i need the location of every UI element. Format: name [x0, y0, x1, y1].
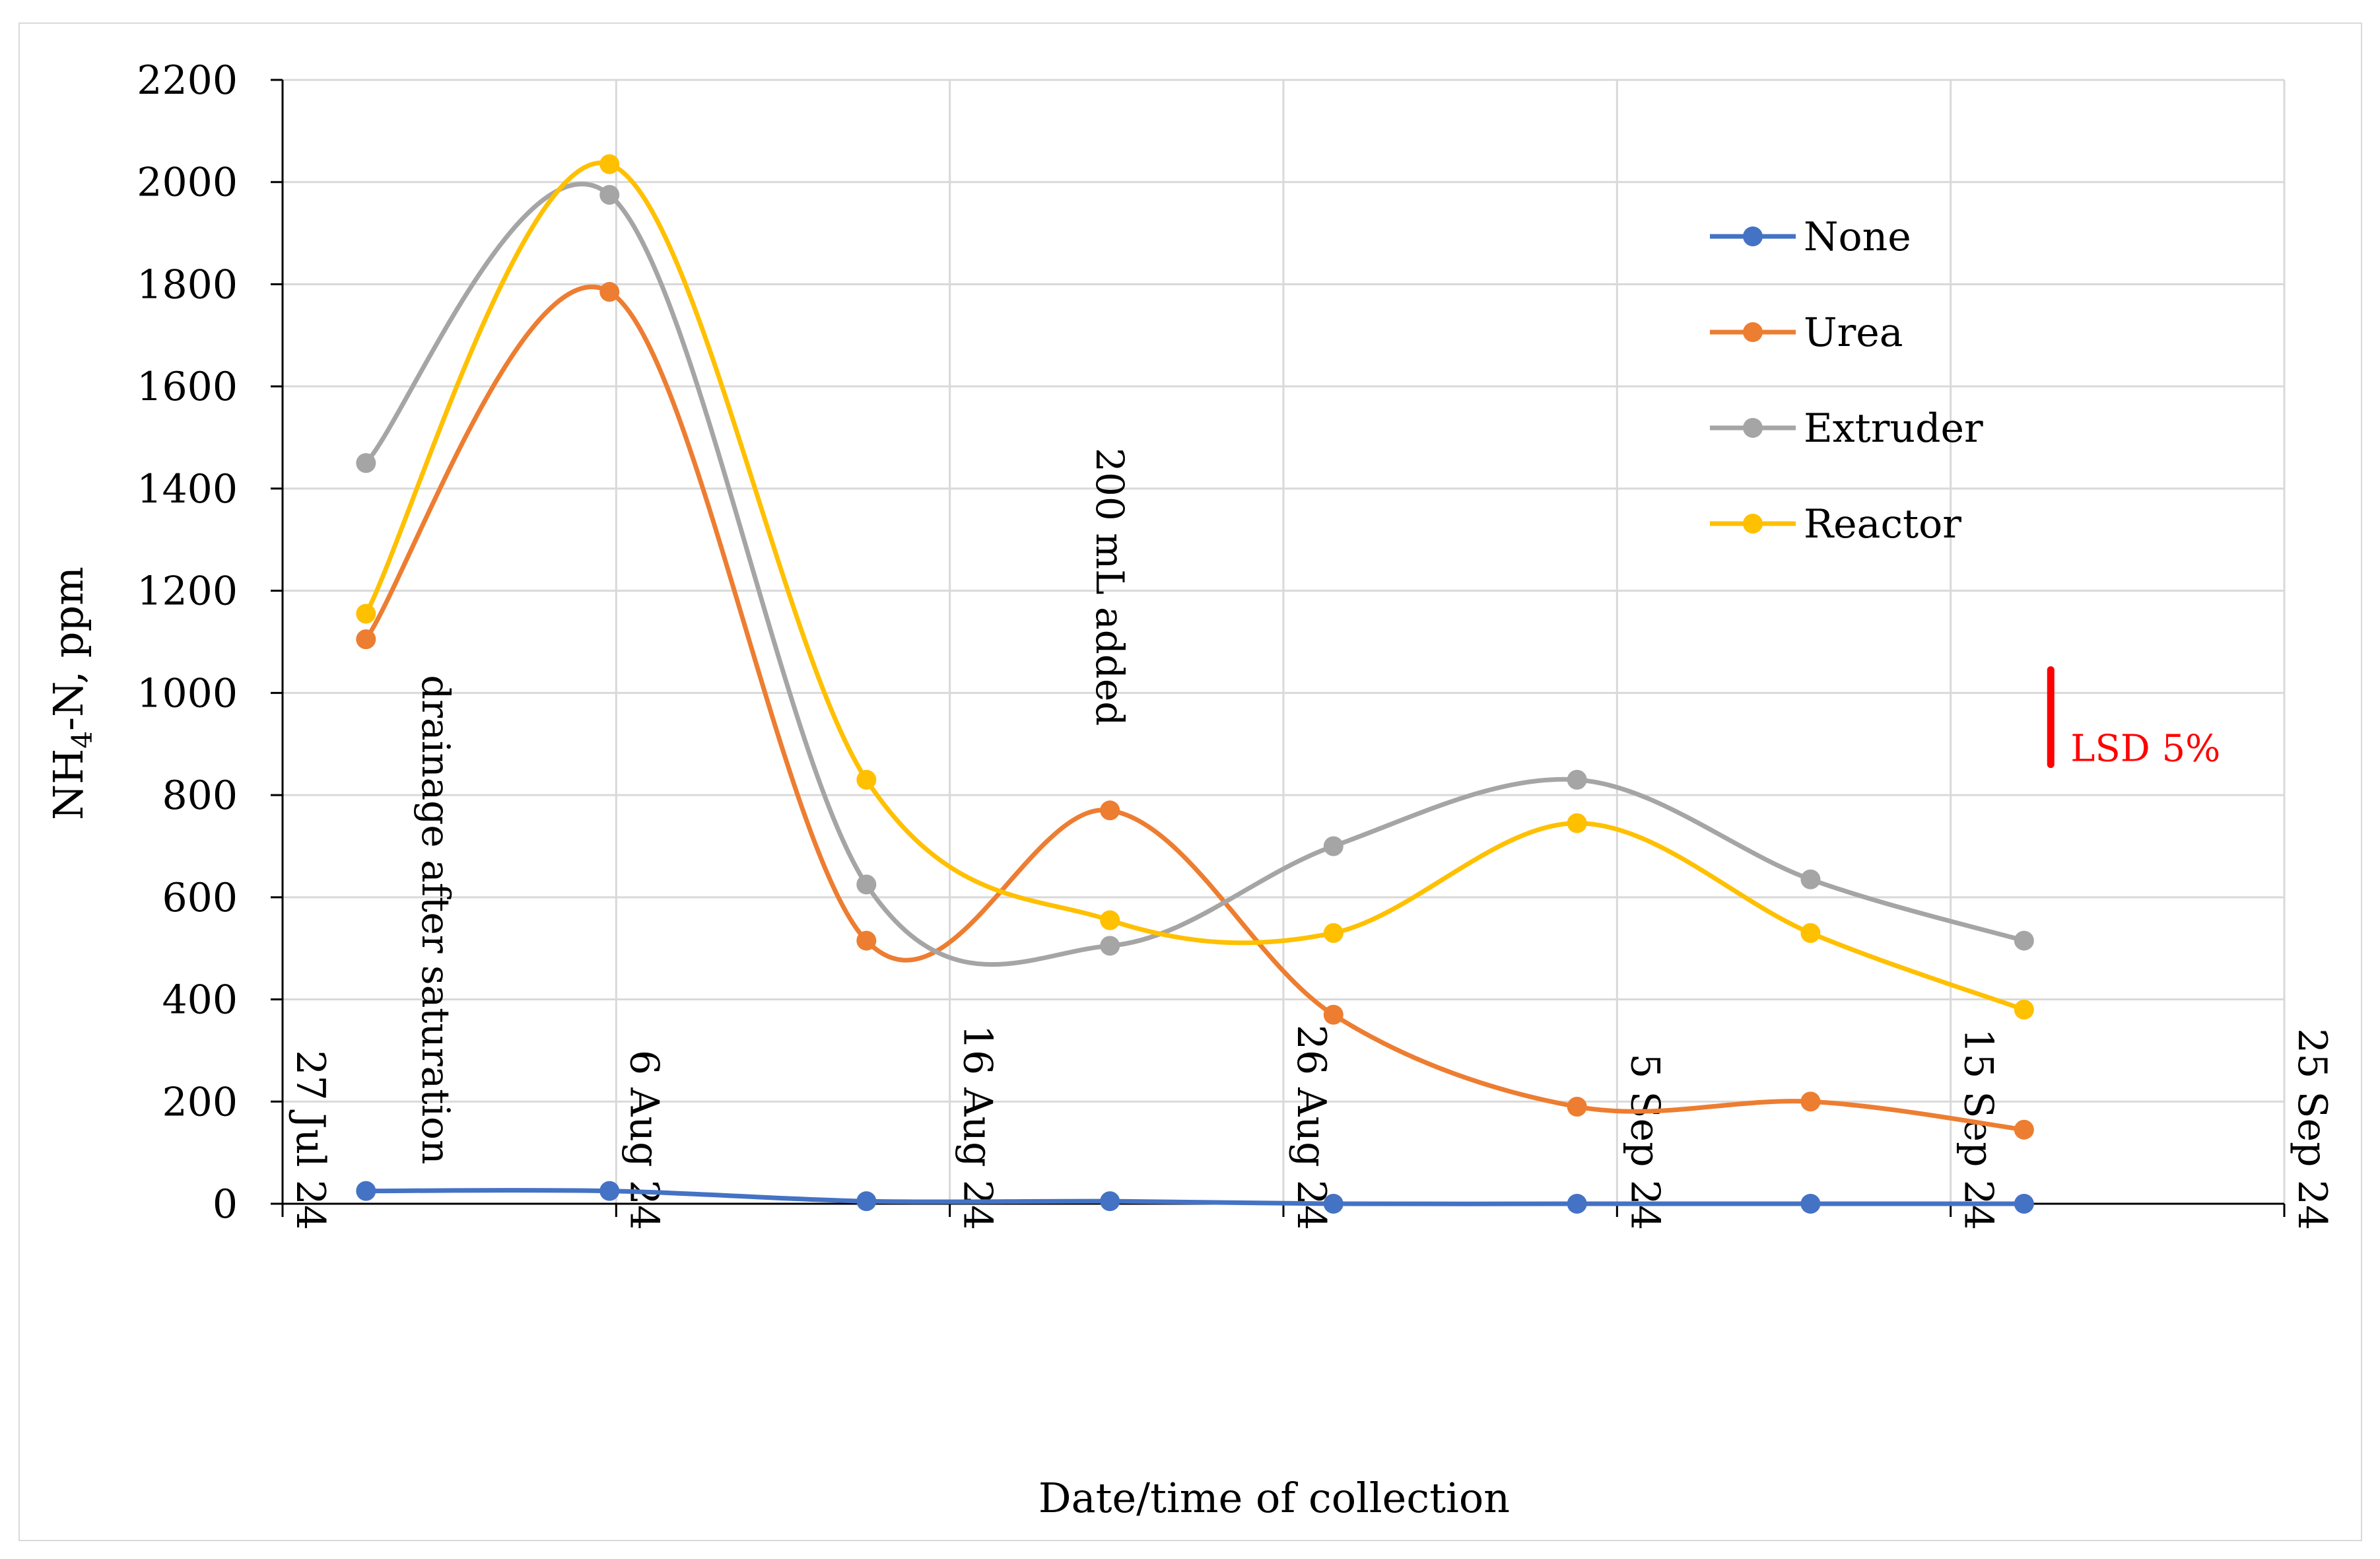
x-tick-label: 25 Sep 24: [2289, 1028, 2335, 1230]
y-tick-label: 1200: [137, 569, 238, 615]
y-tick-label: 1800: [137, 261, 238, 308]
data-point-extruder: [599, 185, 620, 205]
series-line-none: [363, 1188, 2027, 1206]
legend-item-urea: Urea: [1710, 310, 1903, 356]
legend-marker-urea: [1743, 322, 1763, 342]
data-point-extruder: [356, 453, 376, 473]
y-axis-title: NH4-N, ppm: [44, 567, 98, 820]
x-tick-label: 15 Sep 24: [1955, 1028, 2002, 1230]
data-point-extruder: [856, 874, 877, 895]
data-point-reactor: [1567, 813, 1587, 833]
lsd-label: LSD 5%: [2070, 728, 2220, 771]
series-urea: [356, 282, 2034, 1140]
legend-marker-none: [1743, 226, 1763, 246]
series-extruder: [356, 182, 2034, 967]
y-tick-label: 1600: [137, 364, 238, 410]
svg-text:NH4-N, ppm: NH4-N, ppm: [44, 567, 98, 820]
data-point-none: [2014, 1194, 2034, 1214]
data-point-reactor: [1323, 922, 1343, 943]
series-line-extruder: [363, 182, 2027, 967]
y-tick-label: 400: [162, 977, 238, 1023]
y-tick-label: 1000: [137, 670, 238, 716]
legend-item-reactor: Reactor: [1710, 501, 1961, 547]
series-reactor: [356, 154, 2034, 1020]
data-point-reactor: [856, 769, 877, 790]
y-tick-label: 1400: [137, 466, 238, 512]
data-point-extruder: [1567, 769, 1587, 790]
data-point-urea: [1323, 1004, 1343, 1025]
legend: None Urea Extruder Reactor: [1710, 214, 1983, 547]
chart-frame: [18, 22, 2362, 1541]
x-axis-title: Date/time of collection: [1038, 1474, 1510, 1522]
annotation-200ml: 200 mL added: [1087, 448, 1132, 726]
data-point-reactor: [356, 604, 376, 624]
data-point-reactor: [1800, 922, 1821, 943]
y-tick-label: 0: [213, 1181, 238, 1228]
data-point-none: [1800, 1194, 1821, 1214]
y-tick-label: 2000: [137, 160, 238, 206]
data-point-reactor: [1100, 910, 1120, 930]
data-point-none: [1323, 1194, 1343, 1214]
data-point-urea: [1800, 1091, 1821, 1112]
series-layer: [356, 154, 2034, 1214]
x-tick-label: 26 Aug 24: [1288, 1025, 1334, 1230]
data-point-extruder: [2014, 930, 2034, 951]
y-axis-title-sub: 4: [66, 731, 98, 749]
data-point-urea: [1100, 800, 1120, 821]
x-tick-label: 16 Aug 24: [955, 1025, 1001, 1230]
legend-marker-extruder: [1743, 418, 1763, 438]
annotation-layer: drainage after saturation 200 mL added LSD…: [413, 448, 2220, 1164]
data-point-urea: [599, 282, 620, 302]
legend-label-extruder: Extruder: [1804, 405, 1983, 452]
y-tick-label: 200: [162, 1079, 238, 1125]
data-point-urea: [2014, 1119, 2034, 1140]
y-axis-title-rest: -N, ppm: [44, 567, 92, 731]
data-point-urea: [356, 629, 376, 650]
legend-label-reactor: Reactor: [1804, 501, 1961, 547]
data-point-none: [356, 1181, 376, 1201]
legend-label-none: None: [1804, 214, 1911, 260]
series-line-urea: [363, 284, 2027, 1132]
y-tick-label: 800: [162, 773, 238, 819]
data-point-urea: [856, 930, 877, 951]
y-axis-title-main: NH: [44, 749, 92, 820]
data-point-reactor: [2014, 1000, 2034, 1020]
grid-layer: [283, 79, 2286, 1204]
annotation-drainage: drainage after saturation: [413, 675, 458, 1164]
series-none: [356, 1181, 2034, 1214]
data-point-extruder: [1800, 869, 1821, 889]
legend-item-extruder: Extruder: [1710, 405, 1983, 452]
data-point-urea: [1567, 1097, 1587, 1117]
x-tick-label: 5 Sep 24: [1621, 1053, 1668, 1230]
data-point-none: [1100, 1191, 1120, 1212]
y-tick-label: 600: [162, 875, 238, 921]
data-point-none: [856, 1191, 877, 1212]
x-tick-label: 6 Aug 24: [621, 1050, 667, 1230]
data-point-none: [1567, 1194, 1587, 1214]
axes-layer: 0 200 400 600 800 1000 1200 1400 1600 1800 2000 220…: [137, 57, 2335, 1230]
data-point-none: [599, 1181, 620, 1201]
legend-item-none: None: [1710, 214, 1911, 260]
data-point-reactor: [599, 154, 620, 174]
legend-label-urea: Urea: [1804, 310, 1903, 356]
x-tick-label: 27 Jul 24: [287, 1050, 333, 1230]
data-point-extruder: [1100, 936, 1120, 956]
legend-marker-reactor: [1743, 514, 1763, 534]
data-point-extruder: [1323, 836, 1343, 856]
y-tick-label: 2200: [137, 57, 238, 104]
